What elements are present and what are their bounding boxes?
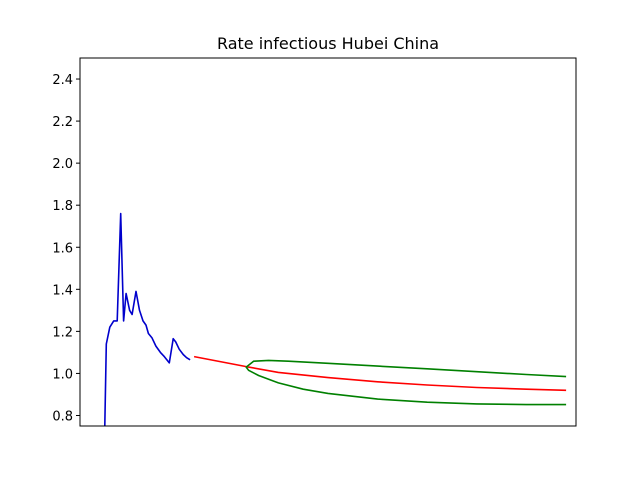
series-line-1 [104, 212, 191, 427]
y-tick-label: 1.2 [52, 325, 73, 340]
y-tick-label: 1.0 [52, 367, 73, 382]
series-line-3 [245, 359, 567, 406]
y-tick-label: 2.2 [52, 115, 73, 130]
series-layer [104, 212, 567, 427]
y-tick-label: 2.4 [52, 73, 73, 88]
plot-frame [79, 57, 577, 427]
y-tick-label: 0.8 [52, 409, 73, 424]
y-axis: 0.8 1.0 1.2 1.4 1.6 1.8 2.0 2.2 2.4 [52, 73, 80, 424]
chart-title: Rate infectious Hubei China [217, 34, 439, 53]
y-tick-label: 1.6 [52, 241, 73, 256]
y-tick-label: 1.4 [52, 283, 73, 298]
y-tick-label: 1.8 [52, 199, 73, 214]
y-tick-label: 2.0 [52, 157, 73, 172]
